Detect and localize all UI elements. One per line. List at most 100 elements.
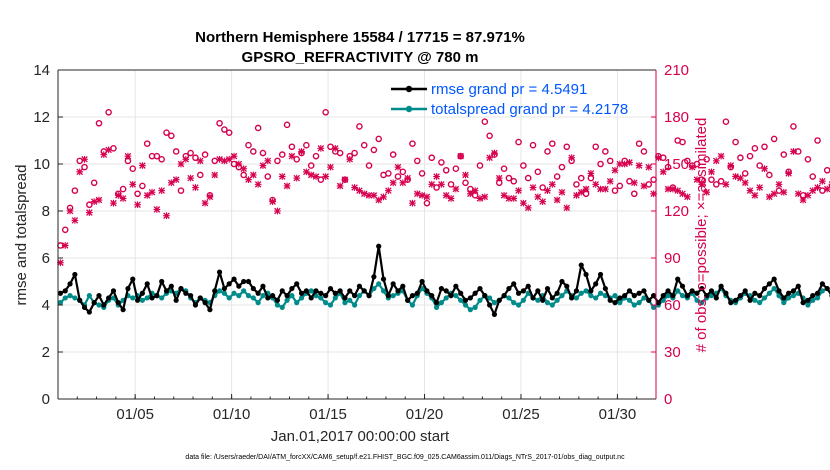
- rmse-series-point: [617, 295, 623, 301]
- obs-assimilated-point: [635, 162, 643, 169]
- obs-assimilated-point: [737, 174, 744, 182]
- rmse-series-point: [67, 281, 73, 287]
- obs-possible-point: [293, 155, 301, 163]
- rmse-series-point: [540, 297, 546, 303]
- rmse-series-point: [159, 278, 165, 285]
- rmse-series-point: [250, 285, 256, 292]
- obs-possible-point: [259, 149, 267, 157]
- obs-possible-point: [602, 148, 609, 155]
- rmse-series-point: [400, 283, 406, 289]
- spread-series-point: [694, 297, 700, 303]
- obs-possible-point: [756, 162, 763, 169]
- rmse-series-point: [708, 288, 715, 294]
- spread-series-point: [583, 288, 589, 294]
- obs-possible-point: [163, 129, 170, 136]
- obs-possible-point: [312, 152, 320, 160]
- obs-assimilated-point: [433, 173, 440, 180]
- spread-series-point: [376, 281, 382, 287]
- obs-assimilated-point: [457, 152, 465, 160]
- obs-assimilated-point: [520, 199, 527, 207]
- obs-possible-point: [814, 137, 821, 144]
- y-axis-label-right: # of obs: o=possible; ×=assimilated: [693, 118, 710, 353]
- rmse-series-point: [390, 281, 396, 287]
- obs-possible-point: [573, 181, 580, 188]
- spread-series-point: [515, 302, 522, 308]
- obs-possible-point: [630, 190, 638, 198]
- spread-series-point: [506, 295, 512, 301]
- obs-assimilated-point: [370, 191, 378, 199]
- x-tick-label: 01/15: [309, 406, 347, 423]
- obs-assimilated-point: [71, 217, 79, 224]
- spread-series-point: [356, 293, 363, 299]
- obs-possible-point: [679, 138, 686, 146]
- spread-series-point: [351, 302, 358, 308]
- rmse-series-point: [226, 281, 232, 287]
- rmse-series-point: [515, 290, 522, 296]
- spread-series-point: [559, 293, 565, 299]
- rmse-series-point: [216, 269, 223, 275]
- rmse-series-point: [313, 288, 319, 294]
- obs-assimilated-point: [283, 182, 291, 190]
- rmse-series-point: [443, 288, 449, 294]
- spread-series-point: [472, 304, 478, 310]
- rmse-series-point: [472, 290, 478, 296]
- spread-series-point: [274, 302, 281, 308]
- spread-series-point: [573, 295, 580, 301]
- rmse-series-point: [255, 290, 261, 296]
- rmse-series-point: [347, 288, 353, 294]
- x-tick-label: 01/10: [213, 406, 251, 423]
- spread-series-point: [544, 300, 551, 306]
- obs-possible-point: [428, 154, 436, 162]
- obs-assimilated-point: [259, 162, 267, 169]
- obs-possible-point: [187, 149, 194, 157]
- rmse-series-point: [506, 285, 512, 292]
- rmse-series-point: [110, 288, 117, 294]
- rmse-series-point: [183, 290, 189, 296]
- rmse-series-point: [149, 295, 155, 301]
- obs-possible-point: [741, 170, 749, 177]
- obs-possible-point: [385, 170, 392, 177]
- obs-possible-point: [158, 155, 165, 163]
- rmse-series-point: [86, 309, 92, 315]
- obs-possible-point: [221, 126, 228, 133]
- rmse-series-point: [125, 285, 131, 292]
- obs-possible-point: [616, 182, 624, 190]
- obs-assimilated-point: [606, 177, 614, 185]
- spread-series-point: [347, 297, 353, 303]
- rmse-series-point: [612, 300, 618, 306]
- obs-assimilated-point: [110, 199, 117, 207]
- obs-assimilated-point: [351, 184, 358, 191]
- rmse-series-point: [569, 295, 575, 301]
- rmse-series-point: [337, 288, 343, 294]
- obs-possible-point: [462, 179, 469, 187]
- obs-assimilated-point: [708, 168, 715, 176]
- obs-assimilated-point: [804, 191, 812, 199]
- rmse-series-point: [101, 302, 107, 308]
- rmse-series-point: [361, 288, 367, 294]
- rmse-series-point: [814, 290, 821, 296]
- rmse-series-point: [713, 295, 719, 301]
- obs-possible-point: [177, 187, 185, 194]
- obs-possible-point: [486, 132, 493, 140]
- obs-assimilated-point: [785, 170, 792, 177]
- rmse-series-point: [786, 290, 792, 296]
- obs-assimilated-point: [61, 242, 69, 249]
- rmse-series-point: [424, 288, 430, 294]
- obs-possible-point: [168, 132, 175, 140]
- rmse-series-point: [752, 290, 758, 296]
- obs-assimilated-point: [105, 146, 112, 154]
- spread-series-point: [819, 288, 825, 294]
- obs-possible-point: [684, 157, 691, 165]
- rmse-series-point: [694, 290, 700, 296]
- spread-series-point: [699, 300, 705, 306]
- obs-assimilated-point: [225, 155, 233, 163]
- x-tick-label: 01/20: [406, 406, 444, 423]
- obs-assimilated-point: [394, 163, 402, 171]
- obs-possible-point: [394, 173, 402, 180]
- legend-rmse-marker: [405, 85, 413, 93]
- obs-possible-point: [192, 154, 199, 162]
- spread-series-point: [250, 295, 256, 301]
- obs-possible-point: [766, 171, 773, 179]
- obs-possible-point: [389, 151, 397, 158]
- spread-series-point: [443, 295, 449, 301]
